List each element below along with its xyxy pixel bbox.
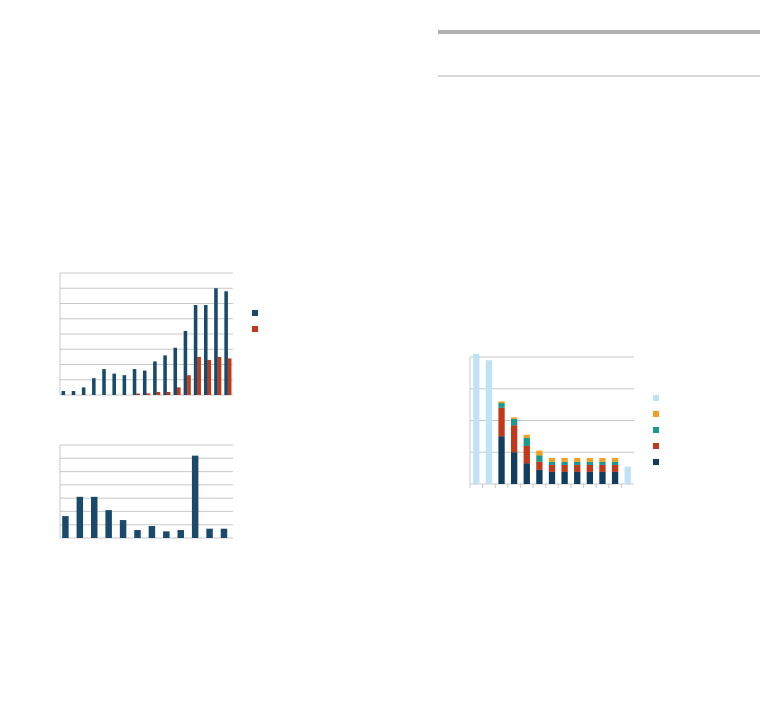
bar bbox=[224, 291, 228, 395]
bar-segment bbox=[523, 463, 530, 484]
bar-segment bbox=[611, 461, 619, 465]
bar bbox=[112, 373, 116, 395]
bar-segment bbox=[561, 471, 568, 484]
bar bbox=[71, 391, 76, 395]
bar-segment bbox=[611, 457, 619, 462]
bar-segment bbox=[561, 464, 568, 472]
bar bbox=[76, 496, 84, 538]
bar-segment bbox=[511, 425, 518, 453]
bar bbox=[217, 356, 222, 395]
bar-segment bbox=[548, 464, 556, 472]
bar bbox=[134, 530, 141, 538]
bar-segment bbox=[536, 469, 543, 484]
bar-segment bbox=[561, 457, 568, 462]
bar-segment bbox=[498, 401, 505, 404]
bar bbox=[206, 528, 213, 538]
bar bbox=[207, 359, 212, 395]
bar-segment bbox=[523, 445, 530, 464]
bar-segment bbox=[485, 360, 493, 484]
bar bbox=[122, 375, 127, 395]
bar bbox=[197, 356, 201, 395]
bar-segment bbox=[473, 353, 480, 484]
legend-swatch bbox=[653, 395, 659, 401]
bar bbox=[227, 358, 232, 395]
bar-segment bbox=[561, 461, 568, 465]
bar bbox=[119, 520, 127, 538]
bar-segment bbox=[498, 436, 505, 484]
bar-segment bbox=[586, 457, 593, 462]
bar-segment bbox=[511, 417, 518, 419]
bar bbox=[173, 347, 178, 395]
bar-segment bbox=[574, 457, 581, 462]
bar bbox=[148, 526, 156, 538]
legend-swatch bbox=[653, 427, 659, 433]
legend-swatch bbox=[252, 326, 258, 332]
bar bbox=[136, 393, 140, 395]
bar bbox=[142, 370, 147, 395]
bar-segment bbox=[498, 407, 505, 437]
bar-segment bbox=[548, 461, 556, 465]
bar bbox=[163, 355, 167, 395]
bar-segment bbox=[536, 455, 543, 462]
bar-segment bbox=[548, 471, 556, 484]
bar bbox=[105, 510, 112, 538]
bar bbox=[92, 378, 96, 395]
bar-segment bbox=[599, 461, 606, 465]
bar-segment bbox=[611, 471, 619, 484]
bar-segment bbox=[498, 403, 505, 408]
bar-segment bbox=[599, 457, 606, 462]
bar-segment bbox=[511, 452, 518, 484]
bar bbox=[183, 330, 188, 395]
bar bbox=[163, 531, 170, 538]
bar bbox=[220, 528, 228, 538]
bar-segment bbox=[611, 464, 619, 472]
bar-segment bbox=[599, 471, 606, 484]
bar bbox=[102, 369, 106, 395]
bar bbox=[90, 496, 98, 538]
bar bbox=[132, 369, 137, 395]
bar-segment bbox=[574, 464, 581, 472]
bar bbox=[193, 305, 198, 395]
legend-swatch bbox=[653, 459, 659, 465]
bar bbox=[203, 305, 208, 395]
bar bbox=[81, 387, 86, 395]
bar bbox=[177, 387, 181, 395]
bar bbox=[156, 391, 161, 395]
bar-segment bbox=[536, 461, 543, 470]
bar-segment bbox=[574, 461, 581, 465]
bar-segment bbox=[536, 450, 543, 456]
bar bbox=[187, 375, 191, 395]
bar bbox=[191, 455, 199, 538]
bar bbox=[146, 393, 151, 395]
bar-segment bbox=[548, 457, 556, 462]
bar-segment bbox=[511, 418, 518, 426]
bar-segment bbox=[586, 464, 593, 472]
bar-segment bbox=[586, 461, 593, 465]
bar-segment bbox=[599, 464, 606, 472]
bar bbox=[214, 288, 218, 395]
bar bbox=[153, 361, 157, 395]
legend-swatch bbox=[252, 310, 258, 316]
bar bbox=[61, 391, 66, 395]
bar-segment bbox=[523, 434, 530, 438]
bar-segment bbox=[574, 471, 581, 484]
bar-segment bbox=[624, 466, 631, 484]
bar bbox=[62, 516, 69, 538]
legend-swatch bbox=[653, 443, 659, 449]
bar bbox=[166, 391, 171, 395]
bar-segment bbox=[586, 471, 593, 484]
bar-segment bbox=[523, 437, 530, 446]
legend-swatch bbox=[653, 411, 659, 417]
bar bbox=[177, 530, 184, 538]
